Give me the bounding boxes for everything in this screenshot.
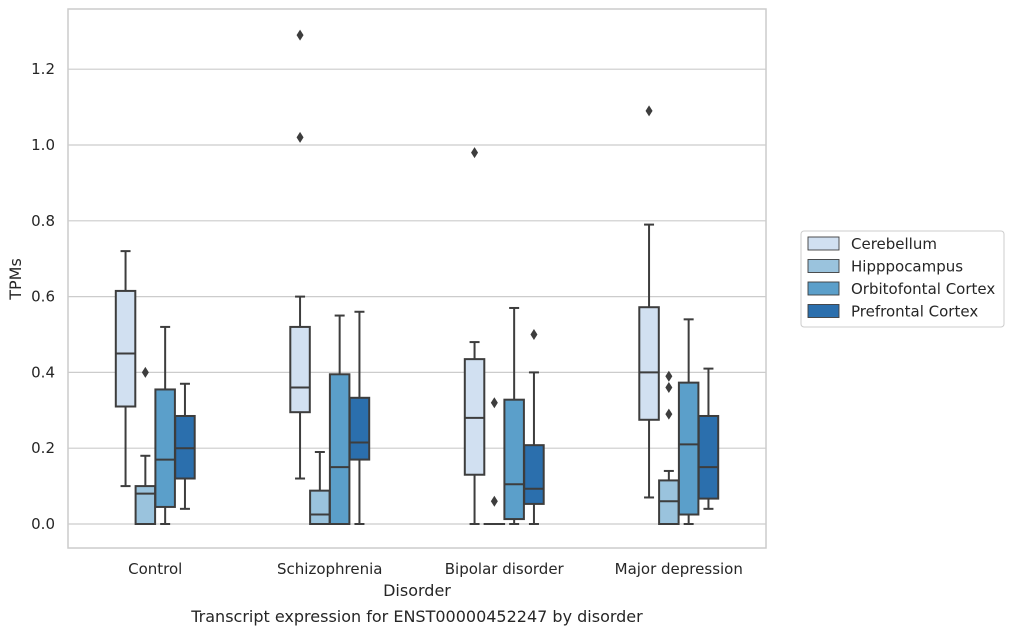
box-body xyxy=(328,373,351,526)
box-2-1 xyxy=(483,397,506,526)
y-tick-label: 0.6 xyxy=(31,288,55,306)
box-body xyxy=(638,306,660,421)
x-tick-label: Major depression xyxy=(615,560,743,578)
y-tick-label: 0.8 xyxy=(31,212,55,230)
outlier-point xyxy=(141,366,149,378)
y-tick-label: 1.2 xyxy=(31,60,55,78)
legend-label: Hipppocampus xyxy=(851,258,963,276)
box-body xyxy=(523,444,545,505)
box-body xyxy=(154,388,176,508)
box-1-3 xyxy=(348,310,371,525)
box-1-2 xyxy=(328,314,351,526)
legend-frame xyxy=(800,230,1005,328)
outlier-point xyxy=(490,495,498,507)
box-3-0 xyxy=(638,105,660,499)
box-0-2 xyxy=(154,325,176,525)
x-axis-title: Disorder xyxy=(383,581,451,600)
legend-swatch xyxy=(807,259,840,273)
box-0-0 xyxy=(114,250,137,488)
x-tick-label: Control xyxy=(128,560,182,578)
outlier-point xyxy=(530,329,538,340)
y-axis-ticks: 0.0 0.2 0.4 0.6 0.8 1.0 1.2 xyxy=(31,60,55,533)
legend-label: Prefrontal Cortex xyxy=(851,303,978,321)
box-body xyxy=(114,289,137,408)
outlier-point xyxy=(665,370,673,382)
outlier-point xyxy=(490,397,498,409)
legend-label: Cerebellum xyxy=(851,235,937,253)
outlier-point xyxy=(665,382,673,394)
box-body xyxy=(697,414,720,500)
box-2-2 xyxy=(503,306,525,525)
box-1-0 xyxy=(289,29,311,480)
x-axis-ticks: Control Schizophrenia Bipolar disorder Majo… xyxy=(128,560,743,578)
chart-caption: Transcript expression for ENST0000045224… xyxy=(190,607,643,626)
legend-swatch xyxy=(807,304,840,318)
y-tick-label: 0.2 xyxy=(31,439,55,457)
box-body xyxy=(503,398,525,521)
box-1-1 xyxy=(309,450,331,526)
box-2-0 xyxy=(463,147,486,525)
box-3-3 xyxy=(697,367,720,510)
box-body xyxy=(134,485,157,526)
outlier-point xyxy=(471,147,479,159)
y-tick-label: 0.0 xyxy=(31,515,55,533)
box-body xyxy=(309,489,331,526)
legend-swatch xyxy=(807,236,840,251)
box-body xyxy=(348,396,371,461)
legend: Cerebellum Hipppocampus Orbitofontal Corte… xyxy=(800,230,1005,328)
box-0-1 xyxy=(134,366,157,526)
legend-swatch xyxy=(807,281,840,296)
y-axis-title: TPMs xyxy=(6,258,25,301)
x-tick-label: Schizophrenia xyxy=(277,560,382,578)
y-tick-label: 0.4 xyxy=(31,363,55,381)
outlier-point xyxy=(296,29,304,41)
plot-area xyxy=(114,29,720,526)
y-tick-label: 1.0 xyxy=(31,136,55,154)
plot-frame xyxy=(67,8,767,549)
outlier-point xyxy=(296,131,304,143)
outlier-point xyxy=(665,408,673,420)
outlier-point xyxy=(645,105,653,117)
box-2-3 xyxy=(523,329,545,525)
box-body xyxy=(289,325,311,414)
box-body xyxy=(677,381,700,516)
box-0-3 xyxy=(174,382,196,510)
box-3-1 xyxy=(658,370,680,526)
legend-label: Orbitofontal Cortex xyxy=(851,280,995,298)
box-3-2 xyxy=(677,318,700,525)
x-tick-label: Bipolar disorder xyxy=(445,560,565,578)
